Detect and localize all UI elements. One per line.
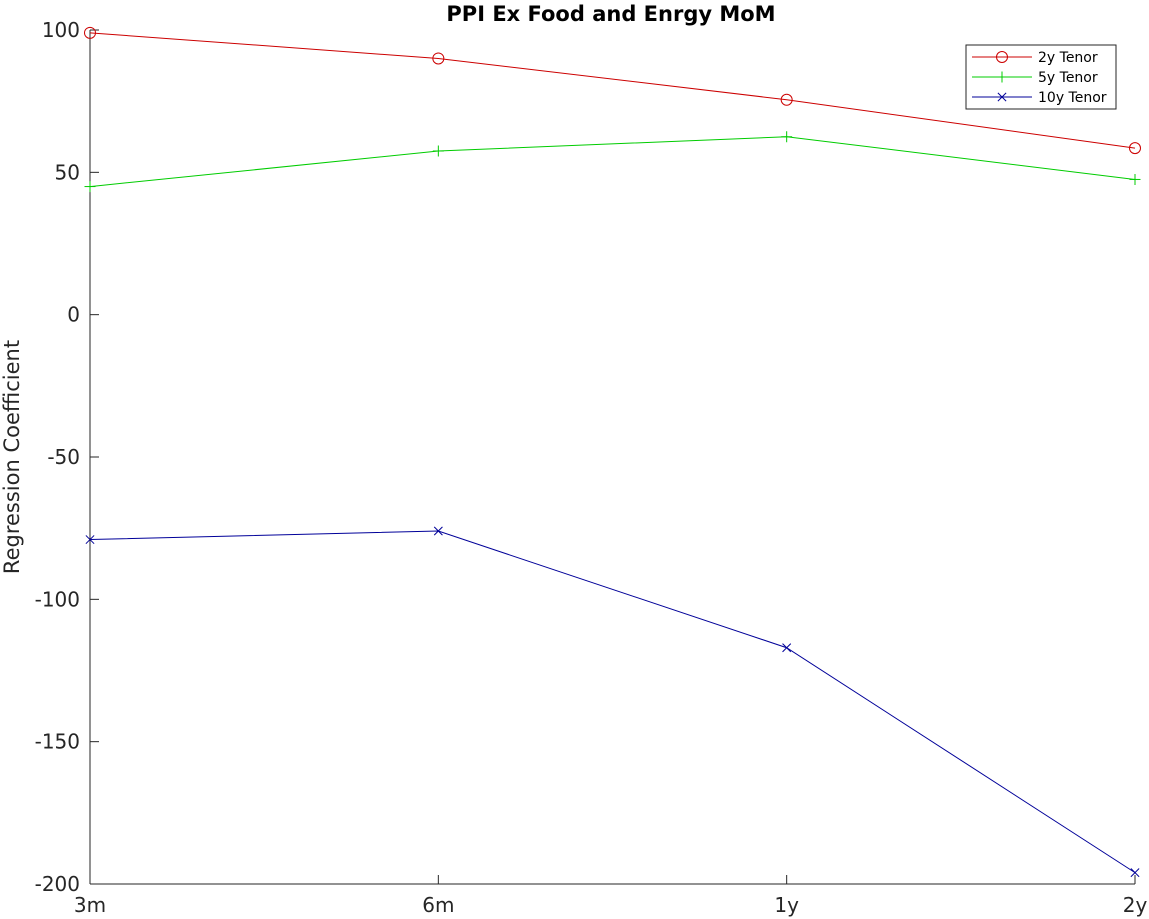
data-point bbox=[433, 526, 443, 536]
y-tick-label: -100 bbox=[35, 587, 80, 611]
axes bbox=[89, 29, 1136, 885]
legend-marker bbox=[997, 92, 1007, 102]
data-point bbox=[781, 131, 793, 143]
legend-item: 2y Tenor bbox=[972, 50, 1098, 66]
series-1 bbox=[84, 131, 1141, 193]
y-tick-label: 100 bbox=[42, 18, 80, 42]
series-2 bbox=[85, 526, 1140, 878]
x-tick-label: 6m bbox=[422, 893, 454, 917]
series-line bbox=[89, 136, 1136, 188]
x-tick-label: 3m bbox=[74, 893, 106, 917]
series-0 bbox=[84, 26, 1141, 155]
data-point bbox=[1129, 173, 1141, 185]
y-tick-label: -200 bbox=[35, 872, 80, 896]
data-point bbox=[432, 145, 444, 157]
legend-marker bbox=[996, 51, 1008, 63]
chart-title: PPI Ex Food and Enrgy MoM bbox=[446, 2, 775, 26]
series-lines bbox=[84, 26, 1141, 878]
data-point bbox=[782, 643, 792, 653]
y-tick-label: 0 bbox=[67, 303, 80, 327]
data-point bbox=[84, 26, 96, 39]
legend-label: 5y Tenor bbox=[1038, 70, 1098, 86]
series-line bbox=[89, 32, 1136, 149]
legend: 2y Tenor 5y Tenor 10y Tenor bbox=[965, 44, 1117, 110]
y-tick-label: -150 bbox=[35, 730, 80, 754]
y-tick-label: 50 bbox=[55, 160, 80, 184]
x-tick-label: 2y bbox=[1123, 893, 1148, 917]
data-point bbox=[1129, 142, 1141, 155]
y-axis-label: Regression Coefficient bbox=[0, 340, 24, 574]
legend-item: 5y Tenor bbox=[972, 70, 1098, 86]
data-point bbox=[432, 52, 445, 65]
legend-label: 2y Tenor bbox=[1038, 50, 1098, 66]
y-tick-label: -50 bbox=[47, 445, 80, 469]
x-tick-label: 1y bbox=[774, 893, 799, 917]
data-point bbox=[85, 535, 95, 545]
data-point bbox=[84, 181, 96, 193]
legend-marker bbox=[996, 71, 1008, 83]
legend-label: 10y Tenor bbox=[1038, 90, 1107, 106]
legend-item: 10y Tenor bbox=[972, 90, 1107, 106]
series-line bbox=[89, 530, 1136, 874]
data-point bbox=[1130, 868, 1140, 878]
data-point bbox=[780, 93, 793, 106]
